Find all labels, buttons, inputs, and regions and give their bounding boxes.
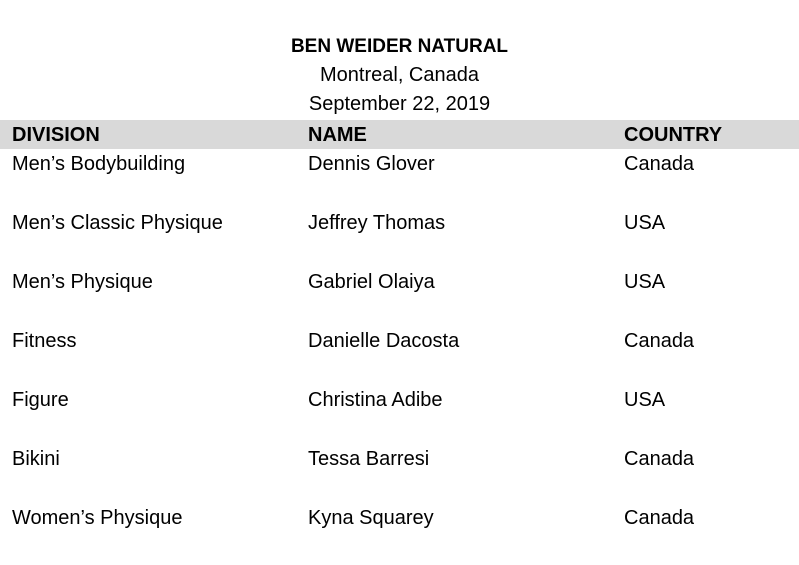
table-row: Bikini Tessa Barresi Canada [0, 445, 799, 504]
title-block: BEN WEIDER NATURAL Montreal, Canada Sept… [0, 32, 799, 119]
country-cell: Canada [624, 153, 695, 175]
column-header-country: COUNTRY [624, 124, 723, 146]
table-row: Figure Christina Adibe USA [0, 386, 799, 445]
table-row: Men’s Physique Gabriel Olaiya USA [0, 268, 799, 327]
table-body: Men’s Bodybuilding Dennis Glover Canada … [0, 150, 799, 563]
event-title: BEN WEIDER NATURAL [290, 36, 509, 57]
country-cell: USA [624, 271, 666, 293]
table-row: Women’s Physique Kyna Squarey Canada [0, 504, 799, 563]
table-header-row: DIVISION NAME COUNTRY [0, 120, 799, 149]
name-cell: Danielle Dacosta [308, 330, 460, 352]
division-cell: Bikini [12, 448, 60, 470]
name-cell: Tessa Barresi [308, 448, 430, 470]
division-cell: Men’s Physique [12, 271, 153, 293]
division-cell: Figure [12, 389, 69, 411]
table-row: Fitness Danielle Dacosta Canada [0, 327, 799, 386]
country-cell: USA [624, 212, 666, 234]
country-cell: Canada [624, 507, 695, 529]
event-location: Montreal, Canada [320, 64, 479, 86]
country-cell: Canada [624, 448, 695, 470]
division-cell: Fitness [12, 330, 77, 352]
name-cell: Jeffrey Thomas [308, 212, 446, 234]
name-cell: Gabriel Olaiya [308, 271, 435, 293]
division-cell: Men’s Classic Physique [12, 212, 223, 234]
event-date: September 22, 2019 [308, 93, 491, 115]
name-cell: Dennis Glover [308, 153, 435, 175]
country-cell: Canada [624, 330, 695, 352]
table-row: Men’s Bodybuilding Dennis Glover Canada [0, 150, 799, 209]
table-row: Men’s Classic Physique Jeffrey Thomas US… [0, 209, 799, 268]
name-cell: Christina Adibe [308, 389, 443, 411]
division-cell: Men’s Bodybuilding [12, 153, 186, 175]
division-cell: Women’s Physique [12, 507, 183, 529]
column-header-division: DIVISION [12, 124, 100, 146]
name-cell: Kyna Squarey [308, 507, 434, 529]
column-header-name: NAME [308, 124, 367, 146]
country-cell: USA [624, 389, 666, 411]
